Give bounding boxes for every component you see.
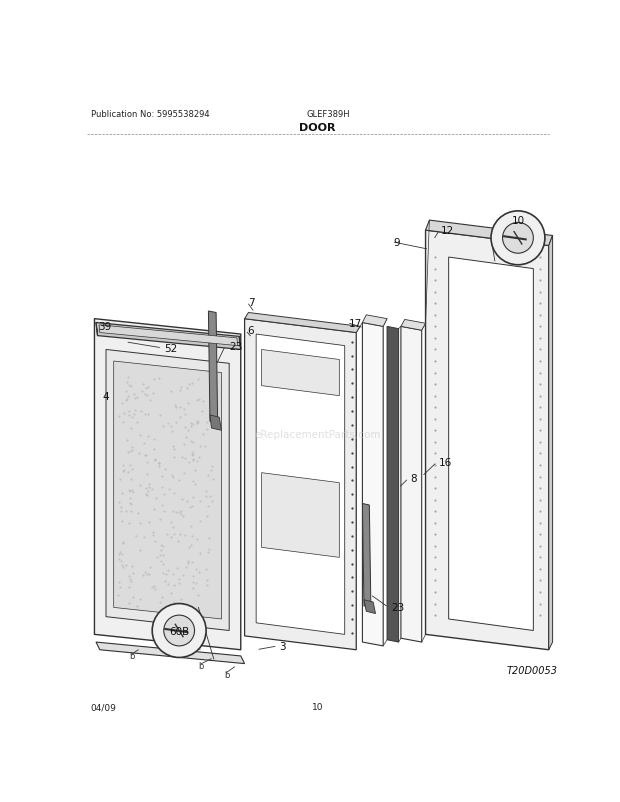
Text: GLEF389H: GLEF389H <box>306 110 350 119</box>
Polygon shape <box>425 231 549 650</box>
Polygon shape <box>401 327 422 642</box>
Text: eReplacementParts.com: eReplacementParts.com <box>254 430 381 439</box>
Polygon shape <box>245 313 360 333</box>
Text: 17: 17 <box>348 318 362 328</box>
Text: 52: 52 <box>164 343 177 354</box>
Circle shape <box>152 604 206 658</box>
Polygon shape <box>208 311 218 423</box>
Polygon shape <box>245 319 356 650</box>
Text: 10: 10 <box>312 703 324 711</box>
Text: 60B: 60B <box>169 626 189 636</box>
Polygon shape <box>262 473 339 557</box>
Text: 8: 8 <box>410 473 417 484</box>
Text: b: b <box>129 651 135 661</box>
Polygon shape <box>106 350 229 630</box>
Polygon shape <box>210 415 221 431</box>
Text: 7: 7 <box>249 298 255 307</box>
Text: 3: 3 <box>279 641 286 651</box>
Circle shape <box>164 615 195 646</box>
Text: b: b <box>224 670 229 679</box>
Text: 39: 39 <box>99 322 112 332</box>
Text: 9: 9 <box>393 237 400 247</box>
Text: 10: 10 <box>512 216 525 226</box>
Polygon shape <box>401 320 425 330</box>
Text: 23: 23 <box>229 341 242 351</box>
Polygon shape <box>262 350 339 396</box>
Polygon shape <box>549 237 552 650</box>
Text: 16: 16 <box>438 457 452 468</box>
Text: T20D0053: T20D0053 <box>507 666 557 675</box>
Polygon shape <box>363 504 371 608</box>
Text: b: b <box>198 661 204 670</box>
Polygon shape <box>256 334 345 634</box>
Circle shape <box>503 223 533 254</box>
Circle shape <box>491 212 545 265</box>
Text: 04/09: 04/09 <box>91 703 117 711</box>
Polygon shape <box>363 315 387 327</box>
Text: DOOR: DOOR <box>299 124 336 133</box>
Polygon shape <box>425 221 552 246</box>
Text: 23: 23 <box>391 602 404 613</box>
Polygon shape <box>113 362 221 619</box>
Text: 4: 4 <box>102 391 108 401</box>
Polygon shape <box>364 600 376 614</box>
Polygon shape <box>96 642 245 664</box>
Polygon shape <box>449 257 533 630</box>
Text: 6: 6 <box>247 326 254 336</box>
Polygon shape <box>363 323 383 646</box>
Polygon shape <box>387 327 399 642</box>
Polygon shape <box>99 326 237 346</box>
Polygon shape <box>96 323 241 350</box>
Text: Publication No: 5995538294: Publication No: 5995538294 <box>91 110 209 119</box>
Text: 12: 12 <box>441 226 454 236</box>
Polygon shape <box>94 319 241 650</box>
